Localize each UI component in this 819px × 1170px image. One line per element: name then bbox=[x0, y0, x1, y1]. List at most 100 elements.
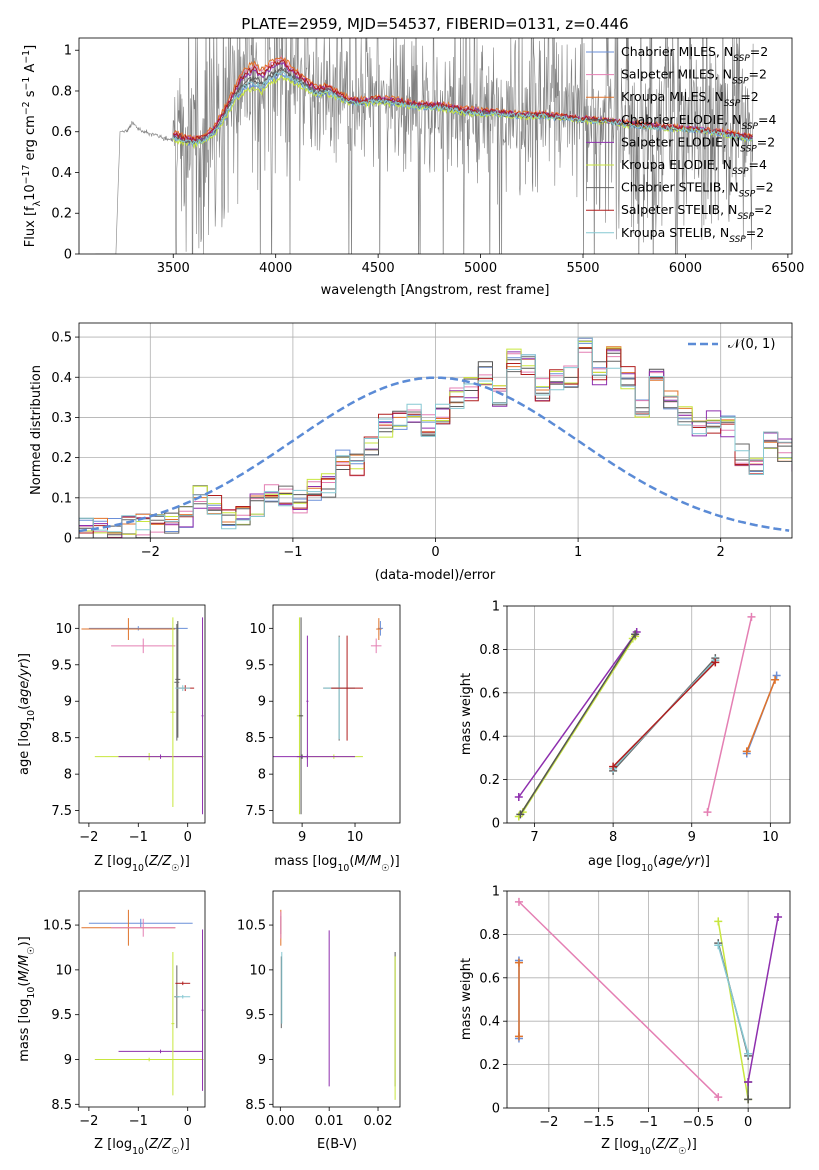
x-tick-label: −1 bbox=[129, 830, 148, 845]
legend-text: Kroupa STELIB, N bbox=[621, 225, 729, 240]
y-tick-label: 0 bbox=[492, 817, 500, 832]
x-tick-label: 0 bbox=[431, 545, 439, 560]
label-part: s bbox=[23, 90, 38, 101]
panel-massweight-vs-Z: −2 −1.5 −1 −0.5 0 0 0.2 0.4 0.6 0.8 1 Z [log10(Z/Z☉… bbox=[459, 885, 791, 1157]
y-axis-label: age [log10(age/yr)] bbox=[17, 653, 37, 775]
label-part: erg cm bbox=[23, 115, 38, 164]
y-tick-label: 0.2 bbox=[479, 1058, 500, 1073]
legend-label: Salpeter ELODIE, NSSP=2 bbox=[621, 134, 775, 154]
x-axis-label: mass [log10(M/M☉)] bbox=[274, 854, 400, 874]
label-part: Z [log bbox=[94, 1137, 132, 1152]
y-tick-label: 0.1 bbox=[51, 491, 72, 506]
legend-text: =2 bbox=[754, 202, 772, 217]
legend-text: =2 bbox=[749, 67, 767, 82]
x-tick-label: 0 bbox=[184, 1114, 192, 1129]
legend-text: =4 bbox=[758, 112, 776, 127]
x-tick-label: 2 bbox=[717, 545, 725, 560]
y-tick-label: 0 bbox=[492, 1102, 500, 1117]
x-axis-label: Z [log10(Z/Z☉)] bbox=[94, 854, 190, 874]
x-tick-label: −1.5 bbox=[583, 1115, 615, 1130]
label-part: Flux [f bbox=[23, 206, 38, 247]
label-part: ( bbox=[349, 854, 354, 869]
weight-line bbox=[706, 616, 753, 813]
x-tick-label: 10 bbox=[762, 830, 779, 845]
label-part: −1 bbox=[21, 50, 32, 64]
x-tick-label: −0.5 bbox=[683, 1115, 715, 1130]
label-part: 10 bbox=[639, 1146, 651, 1157]
y-tick-label: 7.5 bbox=[51, 804, 72, 819]
y-tick-label: 8.5 bbox=[245, 731, 266, 746]
label-part: )] bbox=[390, 854, 400, 869]
model-line-kroupa-miles bbox=[172, 56, 753, 140]
legend-sub: SSP bbox=[733, 54, 750, 64]
y-tick-label: 8 bbox=[64, 768, 72, 783]
y-tick-label: 0.4 bbox=[51, 371, 72, 386]
legend-sub: SSP bbox=[724, 99, 741, 109]
y-tick-label: 10 bbox=[249, 963, 266, 978]
weight-marker bbox=[516, 810, 525, 819]
label-part: age [log bbox=[588, 854, 641, 869]
weight-marker bbox=[514, 792, 523, 801]
label-part: ( bbox=[651, 1137, 656, 1152]
label-part: −1 bbox=[21, 77, 32, 91]
legend-text: Chabrier MILES, N bbox=[621, 44, 733, 59]
label-part: Z/Z bbox=[148, 854, 172, 869]
weight-line bbox=[717, 921, 749, 1100]
x-tick-label: 4000 bbox=[259, 261, 292, 276]
x-axis-label: (data-model)/error bbox=[375, 568, 496, 583]
label-part: Z [log bbox=[94, 854, 132, 869]
y-tick-label: 1 bbox=[492, 600, 500, 615]
y-tick-label: 0 bbox=[64, 532, 72, 547]
model-line-chabrier-stelib bbox=[172, 67, 753, 145]
y-tick-label: 1 bbox=[64, 44, 72, 59]
y-tick-label: 9.5 bbox=[51, 658, 72, 673]
legend-sub: SSP bbox=[732, 167, 749, 177]
gaussian-curve bbox=[79, 376, 790, 533]
x-tick-label: 0.02 bbox=[364, 1114, 393, 1129]
legend-text: Salpeter MILES, N bbox=[621, 67, 732, 82]
weight-marker bbox=[744, 1095, 753, 1104]
figure-title: PLATE=2959, MJD=54537, FIBERID=0131, z=0… bbox=[241, 15, 628, 33]
x-tick-label: −2 bbox=[539, 1115, 558, 1130]
legend-text: Salpeter ELODIE, N bbox=[621, 134, 740, 149]
label-part: M/M bbox=[17, 955, 32, 982]
x-tick-label: 8 bbox=[609, 830, 617, 845]
label-part: )] bbox=[180, 1137, 190, 1152]
x-tick-label: −1 bbox=[283, 545, 302, 560]
label-part: 10 bbox=[337, 863, 349, 874]
label-part: age/yr bbox=[658, 854, 701, 869]
weight-marker bbox=[742, 747, 751, 756]
label-part: ☉ bbox=[381, 863, 389, 874]
hist-salpeter-miles bbox=[79, 351, 792, 538]
weight-marker bbox=[772, 671, 781, 680]
y-tick-label: 0 bbox=[64, 248, 72, 263]
label-part: age/yr bbox=[17, 661, 32, 704]
y-tick-label: 10 bbox=[249, 622, 266, 637]
y-tick-label: 9.5 bbox=[51, 1008, 72, 1023]
y-tick-label: 0.6 bbox=[479, 686, 500, 701]
weight-marker bbox=[744, 1049, 753, 1058]
hist-kroupa-stelib bbox=[79, 337, 792, 538]
x-tick-label: 9 bbox=[298, 830, 306, 845]
label-part: −2 bbox=[21, 101, 32, 115]
x-tick-label: 5500 bbox=[566, 261, 599, 276]
label-part: ] bbox=[23, 45, 38, 50]
hist-chabrier-elodie bbox=[79, 340, 792, 538]
y-axis-label: mass weight bbox=[459, 673, 474, 755]
axes-frame bbox=[78, 604, 206, 824]
plot-area bbox=[95, 38, 754, 254]
x-axis-label: Z [log10(Z/Z☉)] bbox=[94, 1137, 190, 1157]
y-tick-label: 0.8 bbox=[479, 928, 500, 943]
weight-marker bbox=[747, 612, 756, 621]
legend-sub: SSP bbox=[741, 122, 758, 132]
x-tick-label: 5000 bbox=[464, 261, 497, 276]
y-tick-label: 0.2 bbox=[51, 207, 72, 222]
panel-residuals: −2 −1 0 1 2 0 0.1 0.2 0.3 0.4 0.5 (data-model)/erro… bbox=[29, 322, 793, 583]
legend-label: Chabrier STELIB, NSSP=2 bbox=[621, 180, 774, 200]
axes-frame bbox=[78, 322, 793, 539]
weight-marker bbox=[714, 1093, 723, 1102]
y-tick-label: 0.4 bbox=[51, 166, 72, 181]
